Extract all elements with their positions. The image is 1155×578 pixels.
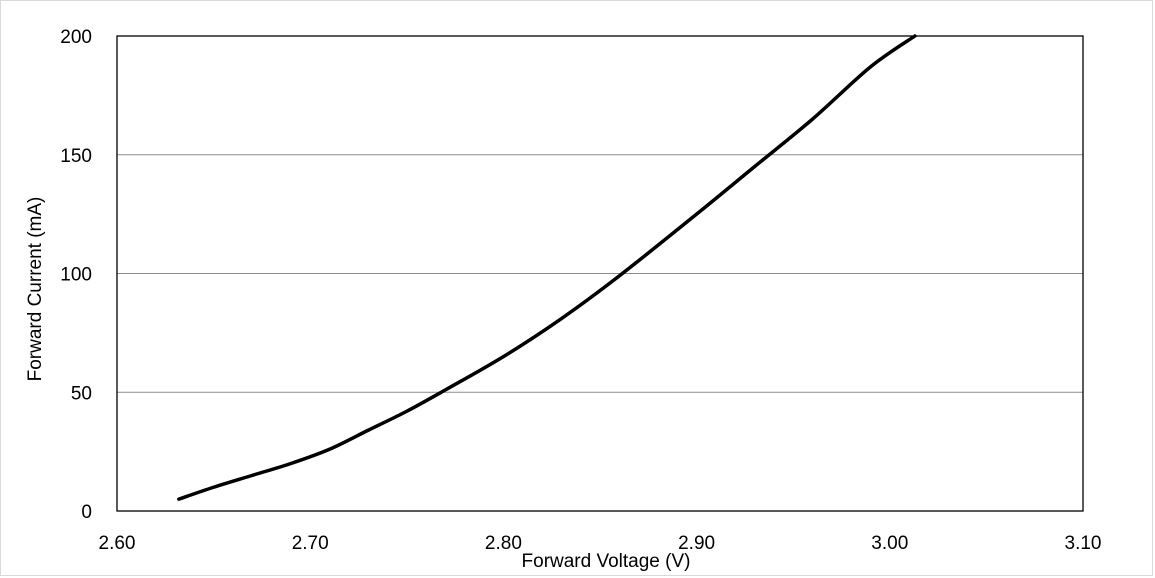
- plot-area-border: [116, 35, 1084, 512]
- series-line-0: [177, 34, 917, 501]
- x-tick-label: 3.00: [871, 533, 908, 554]
- x-tick-label: 2.90: [678, 533, 715, 554]
- x-tick-label: 3.10: [1065, 533, 1102, 554]
- plot-area: [116, 35, 1084, 512]
- series-layer: [177, 34, 917, 501]
- y-tick-label: 200: [60, 27, 92, 48]
- y-tick-label: 50: [71, 383, 92, 404]
- y-axis-ticks: 0 50 100 150 200: [60, 27, 92, 523]
- y-tick-label: 150: [60, 146, 92, 167]
- x-tick-label: 2.80: [485, 533, 522, 554]
- y-axis-title: Forward Current (mA): [25, 197, 46, 382]
- x-axis-title: Forward Voltage (V): [522, 551, 691, 572]
- y-tick-label: 100: [60, 265, 92, 286]
- gridlines: [117, 154, 1083, 393]
- x-tick-label: 2.70: [292, 533, 329, 554]
- x-axis-ticks: 2.60 2.70 2.80 2.90 3.00 3.10: [99, 533, 1102, 554]
- y-tick-label: 0: [81, 502, 92, 523]
- x-tick-label: 2.60: [99, 533, 136, 554]
